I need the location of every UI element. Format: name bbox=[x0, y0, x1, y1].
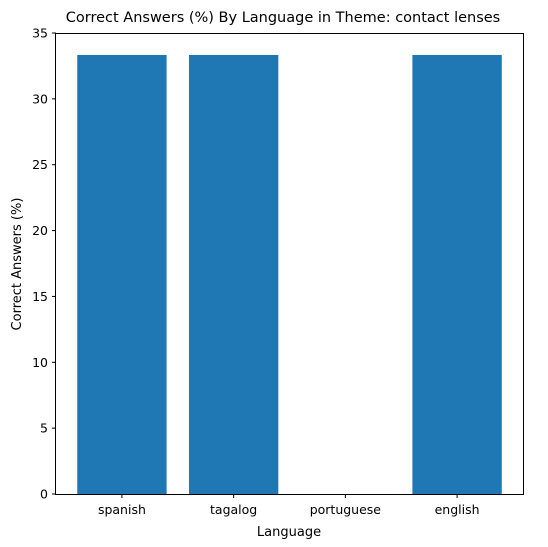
bars-group bbox=[77, 54, 502, 495]
x-tick-label-portuguese: portuguese bbox=[310, 502, 382, 517]
y-tick-label: 15 bbox=[32, 289, 48, 304]
plot-frame bbox=[55, 33, 524, 495]
x-axis-ticks: spanish tagalog portuguese english bbox=[98, 494, 480, 517]
chart-title: Correct Answers (%) By Language in Theme… bbox=[66, 10, 500, 26]
bar-english bbox=[412, 54, 502, 495]
y-axis-label: Correct Answers (%) bbox=[10, 198, 25, 331]
y-tick-label: 5 bbox=[40, 421, 48, 436]
y-axis-ticks: 0 5 10 15 20 25 30 35 bbox=[32, 26, 56, 502]
y-tick-label: 30 bbox=[32, 91, 48, 106]
x-tick-label-english: english bbox=[435, 502, 480, 517]
y-tick-label: 35 bbox=[32, 26, 48, 41]
y-tick-label: 0 bbox=[40, 487, 48, 502]
y-tick-label: 20 bbox=[32, 223, 48, 238]
y-tick-label: 25 bbox=[32, 157, 48, 172]
y-tick-label: 10 bbox=[32, 355, 48, 370]
x-tick-label-spanish: spanish bbox=[98, 502, 146, 517]
bar-tagalog bbox=[188, 54, 279, 495]
x-tick-label-tagalog: tagalog bbox=[210, 502, 257, 517]
x-axis-label: Language bbox=[257, 525, 321, 540]
bar-spanish bbox=[77, 54, 167, 495]
